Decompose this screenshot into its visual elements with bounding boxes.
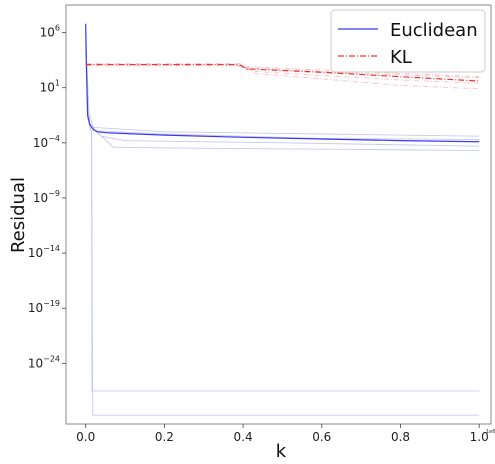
legend: Euclidean KL [330,9,486,73]
x-tick-label: 0.6 [312,430,331,444]
y-tick-label: 10−19 [28,299,60,315]
plot-frame [65,4,492,425]
x-scale-label: 1e6 [486,429,495,435]
faint-series-layer [85,32,480,416]
y-tick-label: 106 [40,24,60,40]
main-series-layer [85,23,480,143]
x-tick-label: 1.0 [470,430,489,444]
y-tick-label: 10−24 [28,354,60,370]
euclidean-faint-run-4 [85,49,480,392]
y-tick-label: 10−14 [28,244,60,260]
x-tick-label: 0.4 [234,430,253,444]
kl-faint-run-6 [85,62,480,78]
legend-label-euclidean: Euclidean [390,20,478,41]
y-ticks: 106 101 10−4 10−9 10−14 10−19 10−24 [28,24,66,370]
y-tick-label: 10−4 [33,134,60,150]
y-tick-label: 101 [40,79,60,95]
x-axis-label: k [276,441,287,462]
x-ticks: 0.0 0.2 0.4 0.6 0.8 1.0 [76,424,489,444]
legend-label-kl: KL [390,47,412,68]
y-axis-label: Residual [8,177,29,253]
y-tick-label: 10−9 [33,189,60,205]
euclidean-faint-run-5 [85,52,480,416]
kl-faint-run-8 [85,65,480,90]
x-tick-label: 0.8 [391,430,410,444]
euclidean-faint-run-3 [85,45,480,147]
legend-box [330,9,486,73]
x-tick-label: 0.0 [76,430,95,444]
x-tick-label: 0.2 [155,430,174,444]
series-line-kl [85,63,480,82]
series-line-euclidean [85,23,480,143]
